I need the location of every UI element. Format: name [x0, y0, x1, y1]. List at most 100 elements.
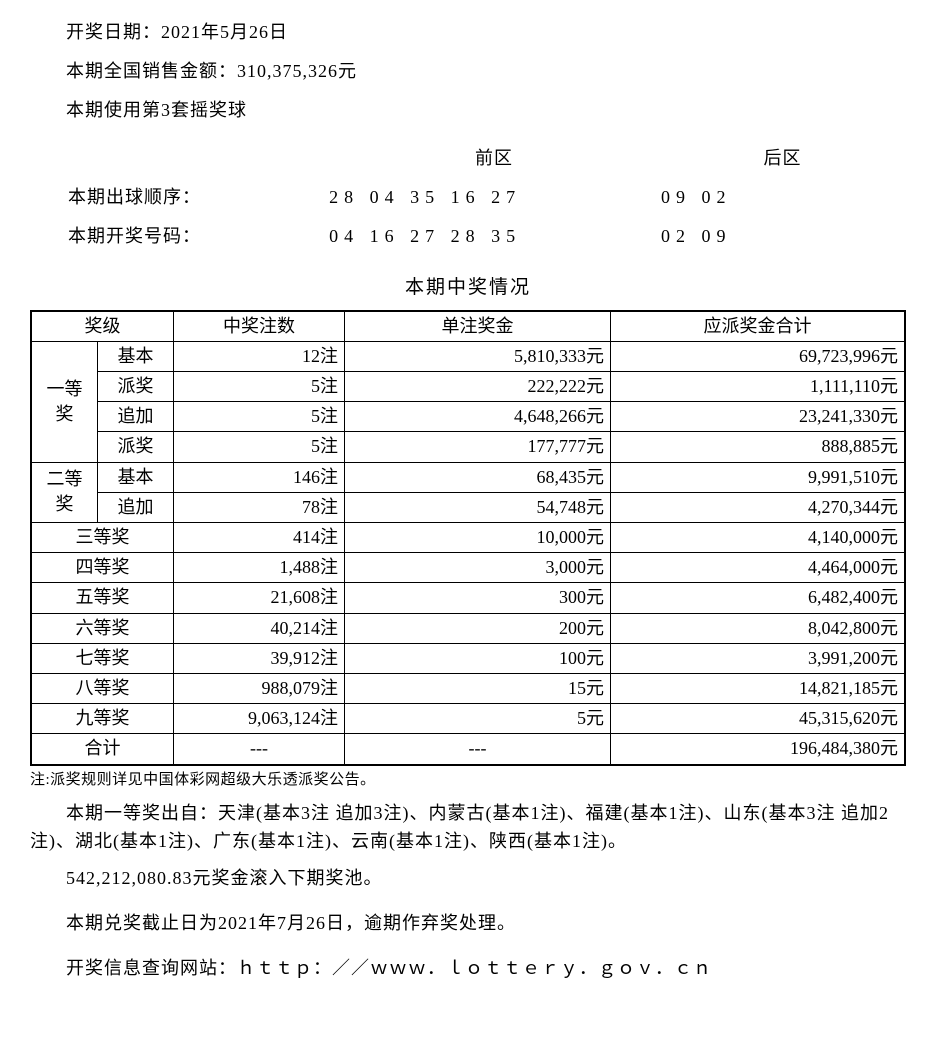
draw-date-value: 2021年5月26日 [161, 22, 288, 42]
table-sum-row: 合计 --- --- 196,484,380元 [31, 734, 905, 765]
cell-sub: 基本 [97, 462, 173, 492]
cell-count: 146注 [173, 462, 344, 492]
cell-level: 三等奖 [31, 523, 173, 553]
cell-total: 8,042,800元 [610, 613, 905, 643]
first-prize-label: 一等奖 [31, 341, 97, 462]
hdr-unit: 单注奖金 [344, 311, 610, 342]
back-area-label: 后区 [661, 140, 904, 177]
prize-section-title: 本期中奖情况 [30, 275, 906, 302]
table-header-row: 奖级 中奖注数 单注奖金 应派奖金合计 [31, 311, 905, 342]
cell-unit: --- [344, 734, 610, 765]
cell-count: 5注 [173, 432, 344, 462]
cell-unit: 100元 [344, 643, 610, 673]
cell-count: 5注 [173, 372, 344, 402]
cell-unit: 3,000元 [344, 553, 610, 583]
cell-count: 12注 [173, 341, 344, 371]
sales-value: 310,375,326元 [237, 61, 357, 81]
table-row: 派奖 5注 222,222元 1,111,110元 [31, 372, 905, 402]
table-row: 四等奖 1,488注 3,000元 4,464,000元 [31, 553, 905, 583]
cell-unit: 68,435元 [344, 462, 610, 492]
cell-total: 4,270,344元 [610, 492, 905, 522]
cell-level: 五等奖 [31, 583, 173, 613]
table-row: 追加 78注 54,748元 4,270,344元 [31, 492, 905, 522]
cell-unit: 300元 [344, 583, 610, 613]
cell-level: 合计 [31, 734, 173, 765]
header-block: 开奖日期：2021年5月26日 本期全国销售金额：310,375,326元 本期… [30, 20, 906, 124]
cell-count: --- [173, 734, 344, 765]
table-row: 七等奖 39,912注 100元 3,991,200元 [31, 643, 905, 673]
cell-unit: 222,222元 [344, 372, 610, 402]
cell-sub: 追加 [97, 492, 173, 522]
cell-sub: 派奖 [97, 432, 173, 462]
cell-unit: 54,748元 [344, 492, 610, 522]
table-row: 五等奖 21,608注 300元 6,482,400元 [31, 583, 905, 613]
winning-front: 04 16 27 28 35 [329, 218, 659, 255]
deadline-paragraph: 本期兑奖截止日为2021年7月26日，逾期作弃奖处理。 [30, 909, 906, 938]
cell-total: 4,140,000元 [610, 523, 905, 553]
table-row: 三等奖 414注 10,000元 4,140,000元 [31, 523, 905, 553]
cell-level: 七等奖 [31, 643, 173, 673]
hdr-count: 中奖注数 [173, 311, 344, 342]
ballset-line: 本期使用第3套摇奖球 [66, 98, 906, 123]
cell-count: 414注 [173, 523, 344, 553]
front-area-label: 前区 [329, 140, 659, 177]
winning-label: 本期开奖号码： [32, 218, 327, 255]
cell-level: 四等奖 [31, 553, 173, 583]
prize-table: 奖级 中奖注数 单注奖金 应派奖金合计 一等奖 基本 12注 5,810,333… [30, 310, 906, 766]
cell-total: 23,241,330元 [610, 402, 905, 432]
cell-unit: 10,000元 [344, 523, 610, 553]
cell-total: 14,821,185元 [610, 673, 905, 703]
cell-total: 9,991,510元 [610, 462, 905, 492]
cell-total: 3,991,200元 [610, 643, 905, 673]
cell-level: 九等奖 [31, 704, 173, 734]
numbers-table: 前区 后区 本期出球顺序： 28 04 35 16 27 09 02 本期开奖号… [30, 138, 906, 258]
cell-count: 9,063,124注 [173, 704, 344, 734]
cell-count: 39,912注 [173, 643, 344, 673]
cell-count: 1,488注 [173, 553, 344, 583]
cell-sub: 派奖 [97, 372, 173, 402]
sales-label: 本期全国销售金额： [66, 61, 237, 81]
hdr-level: 奖级 [31, 311, 173, 342]
cell-unit: 5元 [344, 704, 610, 734]
table-row: 派奖 5注 177,777元 888,885元 [31, 432, 905, 462]
draw-order-label: 本期出球顺序： [32, 179, 327, 216]
draw-date-label: 开奖日期： [66, 22, 161, 42]
cell-level: 六等奖 [31, 613, 173, 643]
rollover-paragraph: 542,212,080.83元奖金滚入下期奖池。 [30, 864, 906, 893]
cell-unit: 177,777元 [344, 432, 610, 462]
cell-sub: 追加 [97, 402, 173, 432]
draw-date-line: 开奖日期：2021年5月26日 [66, 20, 906, 45]
cell-count: 78注 [173, 492, 344, 522]
second-prize-label: 二等奖 [31, 462, 97, 522]
cell-total: 888,885元 [610, 432, 905, 462]
cell-total: 196,484,380元 [610, 734, 905, 765]
cell-total: 45,315,620元 [610, 704, 905, 734]
cell-sub: 基本 [97, 341, 173, 371]
cell-total: 1,111,110元 [610, 372, 905, 402]
cell-count: 40,214注 [173, 613, 344, 643]
cell-count: 21,608注 [173, 583, 344, 613]
table-row: 追加 5注 4,648,266元 23,241,330元 [31, 402, 905, 432]
cell-unit: 4,648,266元 [344, 402, 610, 432]
table-row: 九等奖 9,063,124注 5元 45,315,620元 [31, 704, 905, 734]
table-row: 八等奖 988,079注 15元 14,821,185元 [31, 673, 905, 703]
table-row: 六等奖 40,214注 200元 8,042,800元 [31, 613, 905, 643]
winners-paragraph: 本期一等奖出自：天津(基本3注 追加3注)、内蒙古(基本1注)、福建(基本1注)… [30, 799, 906, 857]
table-row: 二等奖 基本 146注 68,435元 9,991,510元 [31, 462, 905, 492]
cell-unit: 15元 [344, 673, 610, 703]
cell-count: 988,079注 [173, 673, 344, 703]
cell-unit: 5,810,333元 [344, 341, 610, 371]
hdr-total: 应派奖金合计 [610, 311, 905, 342]
draw-order-front: 28 04 35 16 27 [329, 179, 659, 216]
cell-count: 5注 [173, 402, 344, 432]
table-row: 一等奖 基本 12注 5,810,333元 69,723,996元 [31, 341, 905, 371]
footnote: 注:派奖规则详见中国体彩网超级大乐透派奖公告。 [30, 770, 906, 791]
cell-total: 4,464,000元 [610, 553, 905, 583]
cell-total: 6,482,400元 [610, 583, 905, 613]
sales-line: 本期全国销售金额：310,375,326元 [66, 59, 906, 84]
website-paragraph: 开奖信息查询网站：ｈｔｔｐ：／／ｗｗｗ．ｌｏｔｔｅｒｙ．ｇｏｖ．ｃｎ [30, 954, 906, 983]
cell-level: 八等奖 [31, 673, 173, 703]
cell-unit: 200元 [344, 613, 610, 643]
draw-order-back: 09 02 [661, 179, 904, 216]
winning-back: 02 09 [661, 218, 904, 255]
